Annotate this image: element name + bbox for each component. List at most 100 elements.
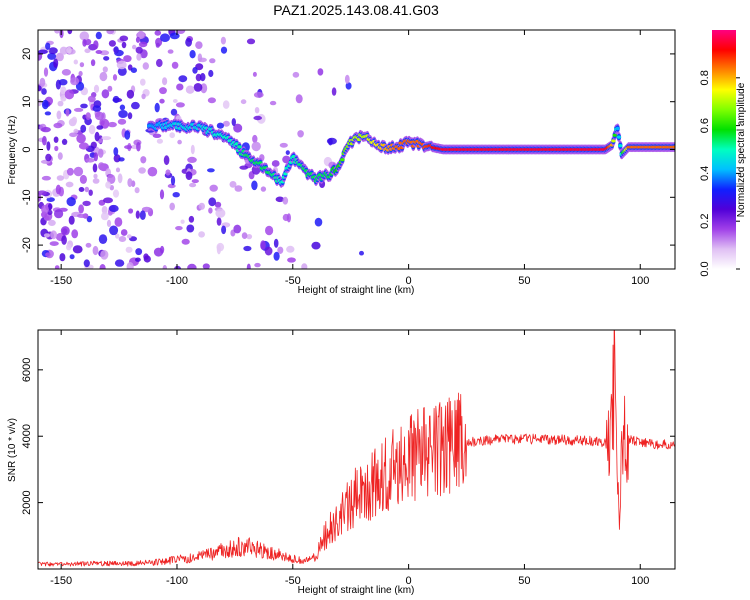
y-tick-label: 20 — [21, 48, 33, 60]
spectrogram-noise-cell — [185, 85, 195, 94]
spectrogram-noise-cell — [135, 46, 143, 54]
spectrogram-noise-cell — [71, 116, 78, 125]
spectrogram-y-ticks: -20 -10 0 10 20 — [21, 48, 675, 253]
spectrogram-noise-cell — [41, 204, 49, 214]
spectrogram-noise-cell — [177, 139, 182, 145]
spectrogram-noise-cell — [44, 111, 52, 116]
spectrogram-noise-cell — [41, 88, 47, 95]
snr-x-ticks: -150 -100 -50 0 50 100 — [50, 330, 649, 587]
spectrogram-noise-cell — [121, 41, 127, 49]
spectrogram-noise-cell — [93, 152, 99, 162]
spectrogram-noise-cell — [76, 133, 86, 144]
spectrogram-ridge-cell — [615, 126, 620, 131]
spectrogram-ridge-cell — [612, 133, 617, 137]
spectrogram-noise-cell — [117, 173, 123, 184]
spectrogram-noise-cell — [215, 208, 226, 218]
spectrogram-noise-cell — [54, 30, 61, 34]
spectrogram-noise-cell — [170, 175, 176, 186]
spectrogram-noise-cell — [53, 58, 59, 68]
x-tick-label: 0 — [406, 275, 412, 287]
spectrogram-noise-cell — [208, 197, 217, 207]
figure-title: PAZ1.2025.143.08.41.G03 — [273, 2, 439, 18]
x-tick-label: 100 — [631, 275, 649, 287]
spectrogram-noise-cell — [246, 38, 256, 45]
spectrogram-noise-cell — [54, 265, 60, 269]
spectrogram-noise-cell — [59, 253, 66, 262]
spectrogram-noise-cell — [57, 100, 64, 107]
spectrogram-noise-cell — [78, 142, 89, 150]
spectrogram-noise-cell — [127, 112, 133, 120]
spectrogram-noise-cell — [246, 263, 251, 269]
spectrogram-noise-cell — [229, 181, 237, 188]
spectrogram-noise-cell — [134, 187, 140, 194]
spectrogram-noise-cell — [297, 130, 304, 138]
spectrogram-noise-cell — [114, 259, 125, 267]
spectrogram-noise-cell — [187, 263, 197, 269]
spectrogram-noise-cell — [208, 207, 213, 214]
spectrogram-noise-cell — [132, 44, 137, 50]
spectrogram-noise-cell — [253, 115, 262, 121]
spectrogram-noise-cell — [107, 174, 116, 185]
spectrogram-noise-cell — [185, 171, 193, 181]
spectrogram-noise-cell — [162, 265, 167, 269]
spectrogram-noise-cell — [254, 107, 260, 114]
spectrogram-noise-cell — [84, 186, 90, 193]
spectrogram-noise-cell — [234, 185, 243, 192]
spectrogram-noise-cell — [66, 244, 72, 251]
snr-series-line — [38, 330, 675, 567]
spectrogram-noise-cell — [66, 46, 72, 54]
spectrogram-noise-cell — [282, 196, 289, 205]
colorbar-tick-label: 0.4 — [699, 166, 711, 181]
spectrogram-noise-cell — [105, 181, 111, 189]
spectrogram-noise-cell — [273, 251, 280, 261]
spectrogram-noise-cell — [125, 246, 133, 253]
spectrogram-noise-cell — [112, 95, 120, 104]
spectrogram-noise-cell — [79, 174, 87, 184]
x-tick-label: -50 — [285, 275, 301, 287]
x-tick-label: 50 — [518, 575, 530, 587]
spectrogram-noise-cell — [359, 250, 364, 256]
spectrogram-noise-cell — [47, 52, 57, 60]
y-tick-label: 4000 — [21, 424, 33, 448]
spectrogram-noise-cell — [156, 138, 163, 144]
spectrogram-noise-cell — [170, 108, 178, 116]
spectrogram-noise-cell — [326, 137, 337, 145]
x-tick-label: 0 — [406, 575, 412, 587]
spectrogram-noise-cell — [112, 74, 118, 81]
colorbar: 0.0 0.2 0.4 0.6 0.8 Normalized spectral ampl… — [699, 30, 747, 277]
spectrogram-noise-cell — [137, 30, 145, 39]
spectrogram-noise-cell — [241, 232, 248, 240]
spectrogram-noise-cell — [165, 169, 171, 176]
spectrogram-noise-cell — [79, 62, 85, 68]
spectrogram-noise-cell — [135, 36, 141, 43]
spectrogram-noise-cell — [85, 242, 92, 248]
spectrogram-noise-cell — [141, 93, 146, 100]
spectrogram-noise-cell — [314, 217, 323, 227]
spectrogram-noise-cell — [39, 77, 46, 87]
spectrogram-noise-cell — [94, 131, 100, 142]
spectrogram-noise-cell — [251, 180, 258, 191]
x-tick-label: -100 — [166, 575, 188, 587]
spectrogram-noise-cell — [45, 252, 51, 257]
spectrogram-noise-cell — [345, 82, 352, 90]
spectrogram-noise-cell — [85, 112, 91, 120]
spectrogram-noise-cell — [253, 91, 264, 98]
spectrogram-noise-cell — [98, 148, 104, 158]
spectrogram-noise-cell — [88, 124, 96, 135]
spectrogram-noise-cell — [277, 246, 284, 254]
spectrogram-noise-cell — [175, 102, 185, 108]
spectrogram-noise-cell — [101, 206, 108, 214]
spectrogram-noise-cell — [317, 68, 324, 76]
spectrogram-noise-cell — [65, 181, 74, 188]
spectrogram-noise-cell — [260, 186, 267, 192]
spectrogram-noise-cell — [214, 201, 222, 208]
spectrogram-noise-cell — [124, 145, 133, 150]
colorbar-label: Normalized spectral amplitude — [736, 82, 747, 217]
x-tick-label: 50 — [518, 275, 530, 287]
spectrogram-noise-cell — [154, 102, 160, 113]
spectrogram-noise-cell — [107, 121, 117, 128]
spectrogram-ridge-cell — [616, 135, 622, 139]
spectrogram-noise-cell — [123, 55, 132, 63]
spectrogram-noise-cell — [120, 229, 128, 236]
spectrogram-noise-cell — [260, 240, 266, 250]
